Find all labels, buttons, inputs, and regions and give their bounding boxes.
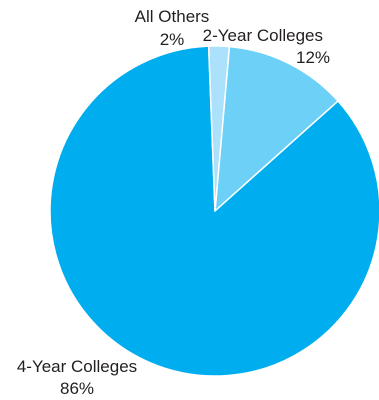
slice-label-4-year-colleges-name: 4-Year Colleges xyxy=(17,357,137,376)
pie-slices xyxy=(49,45,379,377)
slice-label-2-year-colleges-value: 12% xyxy=(296,48,330,67)
slice-label-all-others-value: 2% xyxy=(160,30,185,49)
slice-label-all-others-name: All Others xyxy=(135,7,210,26)
pie-slice-all-others xyxy=(207,45,231,212)
slice-label-4-year-colleges-value: 86% xyxy=(60,379,94,398)
slice-label-2-year-colleges-name: 2-Year Colleges xyxy=(203,26,323,45)
pie-slice-2-year-colleges xyxy=(214,45,339,212)
